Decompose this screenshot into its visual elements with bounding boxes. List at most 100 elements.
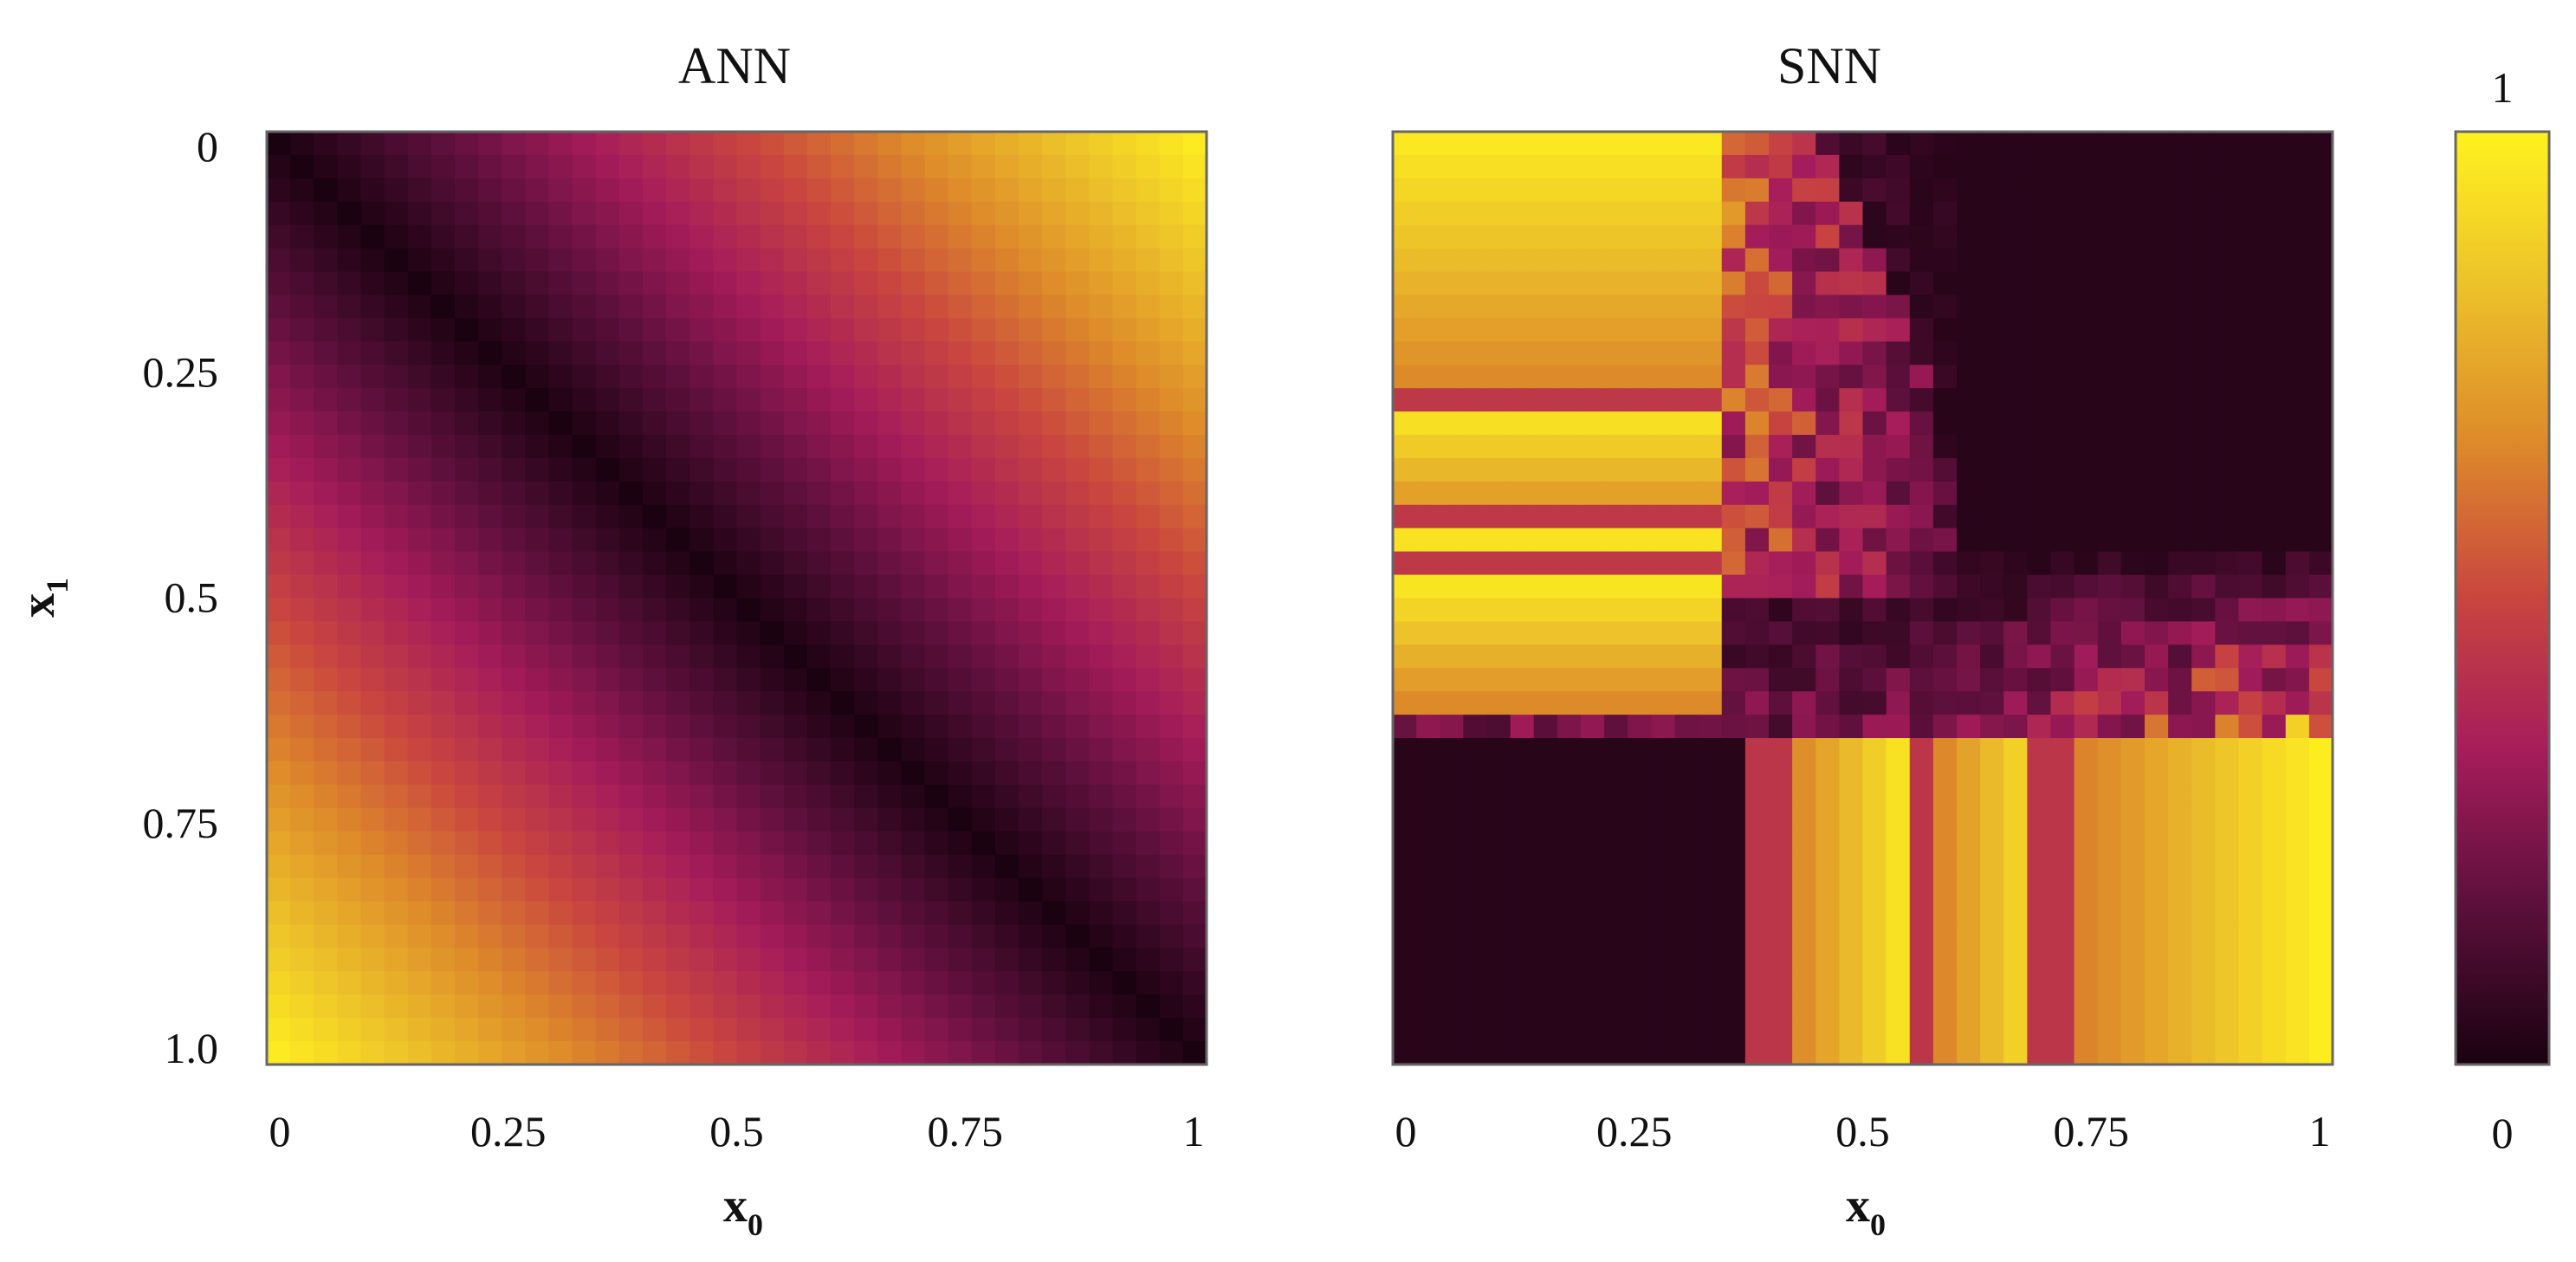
ann-heatmap-cell (572, 948, 597, 972)
ann-heatmap-cell (360, 854, 385, 879)
snn-heatmap-cell (1393, 318, 1417, 342)
ann-heatmap-cell (806, 784, 832, 809)
snn-heatmap-cell (2027, 901, 2052, 926)
snn-heatmap-cell (1886, 341, 1911, 366)
ann-heatmap-cell (713, 388, 738, 412)
ann-heatmap-cell (783, 224, 808, 249)
ann-heatmap-cell (502, 248, 526, 273)
ann-heatmap-cell (1112, 341, 1137, 366)
snn-heatmap-cell (1628, 971, 1652, 995)
snn-heatmap-cell (1463, 854, 1488, 879)
ann-heatmap-cell (1042, 132, 1066, 156)
ann-heatmap-cell (1182, 154, 1207, 179)
snn-heatmap-cell (1886, 1018, 1911, 1042)
ann-heatmap-cell (854, 481, 878, 506)
snn-heatmap-cell (2097, 738, 2122, 762)
snn-heatmap-cell (1604, 457, 1628, 482)
snn-heatmap-cell (1721, 924, 1746, 948)
snn-heatmap-cell (1839, 924, 1864, 948)
snn-heatmap-cell (1604, 481, 1628, 506)
snn-heatmap-cell (1815, 154, 1840, 179)
ann-heatmap-cell (290, 435, 314, 459)
ann-heatmap-cell (337, 201, 362, 226)
ann-heatmap-cell (1042, 341, 1066, 366)
ann-heatmap-cell (1182, 551, 1207, 576)
snn-heatmap-cell (1932, 574, 1958, 599)
snn-heatmap-cell (1957, 924, 1981, 948)
snn-heatmap-cell (1510, 598, 1535, 623)
snn-heatmap-cell (1957, 971, 1981, 995)
snn-heatmap-cell (1815, 341, 1840, 366)
ann-heatmap-cell (994, 132, 1019, 156)
ann-heatmap-cell (407, 901, 432, 926)
ann-heatmap-cell (806, 807, 832, 832)
snn-x-tick-labels: 0 0.25 0.5 0.75 1 (1395, 1107, 2331, 1155)
ann-heatmap-cell (666, 877, 690, 903)
ann-heatmap-cell (1182, 877, 1207, 903)
ann-heatmap-cell (1112, 551, 1137, 576)
snn-heatmap-cell (1792, 224, 1816, 249)
ann-heatmap-cell (1089, 271, 1114, 296)
snn-heatmap-cell (2168, 318, 2192, 342)
snn-heatmap-cell (1416, 668, 1440, 692)
ann-y-tick-label: 0 (197, 122, 218, 171)
snn-heatmap-cell (1792, 668, 1816, 692)
ann-heatmap-cell (1112, 365, 1137, 389)
snn-heatmap-cell (1862, 504, 1887, 529)
ann-heatmap-cell (572, 178, 597, 203)
ann-heatmap-cell (736, 971, 761, 995)
ann-heatmap-cell (525, 971, 550, 995)
ann-heatmap-cell (901, 318, 926, 342)
ann-heatmap-cell (854, 574, 878, 599)
snn-heatmap-cell (1416, 621, 1440, 645)
snn-heatmap-cell (1769, 178, 1793, 203)
snn-heatmap-cell (1674, 411, 1699, 436)
ann-heatmap-cell (1042, 644, 1066, 669)
snn-heatmap-cell (1721, 224, 1746, 249)
snn-heatmap-cell (1393, 154, 1417, 179)
ann-heatmap-cell (1019, 760, 1043, 786)
snn-heatmap-cell (1886, 994, 1911, 1019)
ann-heatmap-cell (736, 715, 761, 739)
ann-heatmap-cell (572, 294, 597, 320)
snn-heatmap-cell (1698, 504, 1723, 529)
snn-heatmap-cell (2215, 341, 2240, 366)
snn-heatmap-cell (2191, 271, 2216, 296)
snn-heatmap-cell (1533, 154, 1558, 179)
ann-heatmap-cell (1182, 784, 1207, 809)
ann-heatmap-cell (360, 1041, 385, 1065)
ann-heatmap-cell (407, 178, 432, 203)
ann-heatmap-cell (924, 504, 949, 529)
snn-heatmap-cell (1769, 435, 1793, 459)
snn-heatmap-cell (1510, 644, 1535, 669)
ann-heatmap-cell (548, 294, 573, 320)
ann-heatmap-cell (478, 738, 502, 762)
ann-heatmap-cell (1136, 132, 1161, 156)
snn-heatmap-cell (2191, 248, 2216, 273)
snn-heatmap-cell (1393, 668, 1417, 692)
snn-heatmap-cell (1862, 154, 1887, 179)
snn-heatmap-cell (1486, 132, 1511, 156)
ann-heatmap-cell (1182, 715, 1207, 739)
snn-heatmap-cell (2215, 948, 2240, 972)
ann-heatmap-cell (548, 248, 573, 273)
ann-heatmap-cell (407, 224, 432, 249)
snn-heatmap-cell (2003, 1041, 2028, 1065)
ann-heatmap-cell (618, 668, 644, 692)
ann-heatmap-cell (572, 132, 597, 156)
snn-heatmap-cell (2238, 574, 2263, 599)
snn-heatmap-cell (1932, 457, 1958, 482)
snn-heatmap-cell (1510, 388, 1535, 412)
ann-heatmap-cell (548, 738, 573, 762)
ann-heatmap-cell (689, 854, 714, 879)
snn-heatmap-cell (1510, 621, 1535, 645)
ann-heatmap-cell (783, 504, 808, 529)
ann-heatmap-cell (572, 365, 597, 389)
snn-heatmap-cell (2308, 598, 2333, 623)
snn-heatmap-cell (1792, 738, 1816, 762)
ann-heatmap-cell (666, 411, 690, 436)
snn-heatmap-cell (1815, 574, 1840, 599)
ann-heatmap-cell (736, 1041, 761, 1065)
ann-heatmap-cell (572, 760, 597, 786)
ann-heatmap-cell (689, 271, 714, 296)
